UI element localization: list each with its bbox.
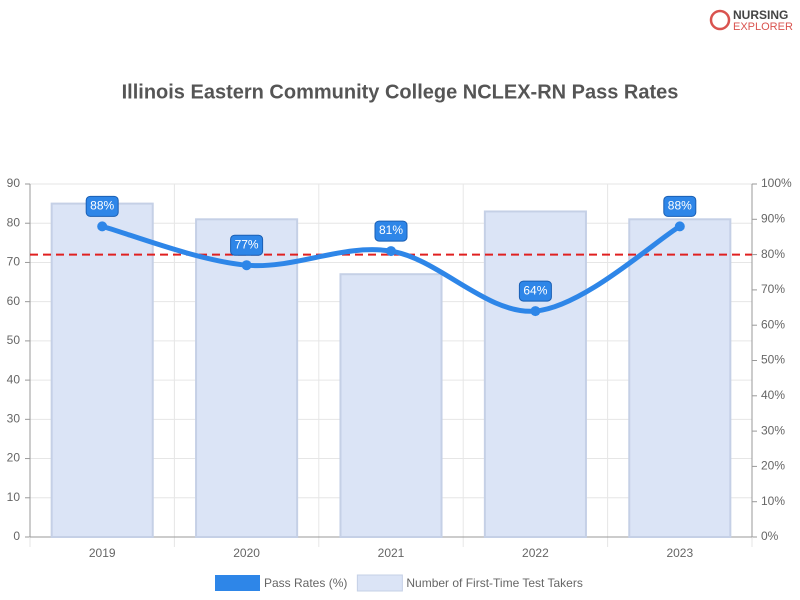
bar	[483, 210, 587, 538]
y-tick-label: 90	[7, 176, 21, 190]
y-tick-label: 70	[7, 255, 21, 269]
y-tick-label: 20	[7, 451, 21, 465]
legend-label: Pass Rates (%)	[264, 576, 347, 590]
data-label-bg	[663, 195, 697, 217]
legend-swatch	[356, 574, 403, 592]
marker	[530, 306, 541, 317]
y2-tick-label: 60%	[761, 317, 785, 331]
bar	[339, 273, 443, 538]
legend-item: Number of First-Time Test Takers	[356, 574, 583, 592]
y2-tick-label: 70%	[761, 282, 785, 296]
logo-text: NURSING	[733, 8, 788, 22]
y-tick-label: 10	[7, 490, 21, 504]
data-label-bg	[518, 280, 552, 302]
data-label: 64%	[523, 283, 547, 297]
marker	[674, 221, 685, 232]
x-tick-label: 2021	[378, 546, 405, 560]
bar	[50, 202, 154, 538]
bar	[195, 218, 299, 539]
y-tick-label: 30	[7, 412, 21, 426]
data-label-bg	[230, 234, 264, 256]
y2-tick-label: 50%	[761, 353, 785, 367]
logo-text: EXPLORER	[733, 21, 793, 33]
x-tick-label: 2020	[233, 546, 260, 560]
y-tick-label: 50	[7, 333, 21, 347]
x-tick-label: 2023	[666, 546, 693, 560]
legend-swatch	[215, 575, 260, 591]
y2-tick-label: 30%	[761, 423, 785, 437]
logo-icon	[709, 9, 731, 31]
marker	[241, 260, 252, 271]
data-label: 81%	[379, 223, 403, 237]
y2-tick-label: 100%	[761, 176, 792, 190]
y2-tick-label: 10%	[761, 494, 785, 508]
y-tick-label: 40	[7, 372, 21, 386]
marker	[386, 246, 396, 257]
y-tick-label: 80	[7, 215, 21, 229]
bar	[628, 218, 732, 539]
legend-item: Pass Rates (%)	[215, 575, 347, 591]
data-label: 88%	[668, 199, 692, 213]
y-tick-label: 0	[13, 529, 20, 543]
marker	[97, 221, 108, 232]
data-label-bg	[374, 220, 408, 242]
y2-tick-label: 90%	[761, 211, 785, 225]
legend-label: Number of First-Time Test Takers	[406, 576, 582, 590]
y2-tick-label: 40%	[761, 388, 785, 402]
y2-tick-label: 0%	[761, 529, 779, 543]
chart-title: Illinois Eastern Community College NCLEX…	[122, 81, 679, 103]
x-tick-label: 2022	[522, 546, 549, 560]
y-tick-label: 60	[7, 294, 21, 308]
data-label-bg	[85, 195, 119, 217]
y2-tick-label: 20%	[761, 459, 785, 473]
data-label: 77%	[235, 237, 259, 251]
x-tick-label: 2019	[89, 546, 116, 560]
data-label: 88%	[90, 199, 114, 213]
y2-tick-label: 80%	[761, 247, 785, 261]
